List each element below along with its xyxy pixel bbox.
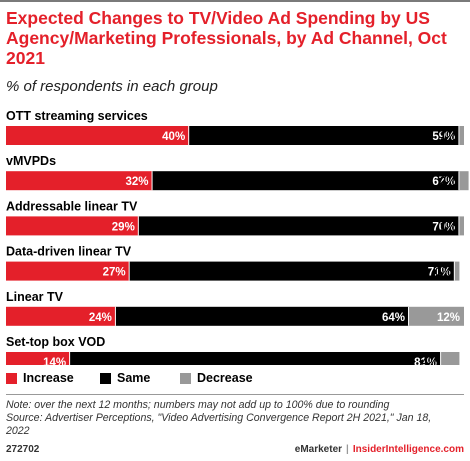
legend-swatch-increase: [6, 372, 17, 384]
category-label-set-top-box-vod: Set-top box VOD: [6, 335, 105, 349]
legend-label-increase: Increase: [23, 371, 74, 385]
data-label-increase-addressable-linear-tv: 29%: [112, 221, 135, 233]
bar-decrease-linear-tv: [409, 306, 464, 326]
data-label-increase-vmvpds: 32%: [126, 176, 149, 188]
legend: Increase Same Decrease: [6, 371, 466, 387]
bar-decrease-addressable-linear-tv: [459, 216, 464, 236]
chart-note: Note: over the next 12 months; numbers m…: [6, 399, 466, 438]
data-label-increase-ott-streaming-services: 40%: [162, 131, 185, 143]
data-label-decrease-vmvpds: 2%: [440, 176, 457, 188]
divider: [6, 394, 464, 395]
brand-separator: |: [346, 444, 349, 455]
category-label-vmvpds: vMVPDs: [6, 154, 56, 168]
data-label-decrease-addressable-linear-tv: 1%: [440, 221, 457, 233]
chart-id: 272702: [6, 444, 40, 455]
note-line-3: 2022: [6, 425, 30, 437]
bar-same-data-driven-linear-tv: [129, 261, 455, 281]
category-label-linear-tv: Linear TV: [6, 290, 64, 304]
legend-item-same: Same: [100, 371, 150, 385]
bar-increase-ott-streaming-services: [6, 126, 190, 145]
bar-decrease-set-top-box-vod: [441, 352, 460, 365]
note-line-1: Note: over the next 12 months; numbers m…: [6, 399, 390, 411]
bar-same-linear-tv: [115, 306, 410, 326]
data-label-decrease-data-driven-linear-tv: 1%: [435, 267, 452, 279]
bar-decrease-data-driven-linear-tv: [454, 261, 460, 281]
data-label-decrease-set-top-box-vod: 4%: [421, 357, 438, 365]
data-label-same-vmvpds: 67%: [432, 176, 455, 188]
note-line-2: Source: Advertiser Perceptions, "Video A…: [6, 412, 432, 424]
bar-same-set-top-box-vod: [70, 352, 442, 365]
legend-label-decrease: Decrease: [197, 371, 253, 385]
bar-increase-vmvpds: [6, 171, 153, 191]
legend-swatch-decrease: [180, 372, 191, 384]
data-label-decrease-ott-streaming-services: 1%: [440, 131, 457, 143]
chart-subtitle: % of respondents in each group: [6, 78, 218, 95]
category-label-ott-streaming-services: OTT streaming services: [6, 109, 148, 123]
data-label-decrease-linear-tv: 12%: [437, 312, 460, 324]
data-label-same-set-top-box-vod: 81%: [414, 357, 437, 365]
legend-label-same: Same: [117, 371, 151, 385]
category-label-addressable-linear-tv: Addressable linear TV: [6, 199, 138, 213]
footer: 272702 eMarketer | InsiderIntelligence.com: [6, 444, 464, 458]
top-rule: [0, 0, 470, 2]
bar-same-vmvpds: [152, 171, 460, 191]
data-label-increase-linear-tv: 24%: [89, 312, 112, 324]
bar-increase-linear-tv: [6, 306, 116, 326]
data-label-same-ott-streaming-services: 59%: [432, 131, 455, 143]
data-label-same-addressable-linear-tv: 70%: [432, 221, 455, 233]
bar-decrease-ott-streaming-services: [459, 126, 464, 145]
brand-insider-intelligence: InsiderIntelligence.com: [352, 444, 464, 455]
bar-same-addressable-linear-tv: [138, 216, 460, 236]
data-label-same-linear-tv: 64%: [382, 312, 405, 324]
data-label-same-data-driven-linear-tv: 71%: [428, 267, 451, 279]
data-label-increase-data-driven-linear-tv: 27%: [103, 267, 126, 279]
legend-item-decrease: Decrease: [180, 371, 253, 385]
chart-title: Expected Changes to TV/Video Ad Spending…: [6, 8, 447, 68]
bar-increase-set-top-box-vod: [6, 352, 71, 365]
legend-swatch-same: [100, 372, 111, 384]
legend-item-increase: Increase: [6, 371, 74, 385]
data-label-increase-set-top-box-vod: 14%: [43, 357, 66, 365]
brand: eMarketer | InsiderIntelligence.com: [295, 444, 464, 455]
brand-emarketer: eMarketer: [294, 444, 343, 455]
bar-increase-addressable-linear-tv: [6, 216, 139, 236]
bar-increase-data-driven-linear-tv: [6, 261, 130, 281]
bar-decrease-vmvpds: [459, 171, 469, 191]
category-label-data-driven-linear-tv: Data-driven linear TV: [6, 245, 132, 259]
bar-same-ott-streaming-services: [189, 126, 460, 145]
